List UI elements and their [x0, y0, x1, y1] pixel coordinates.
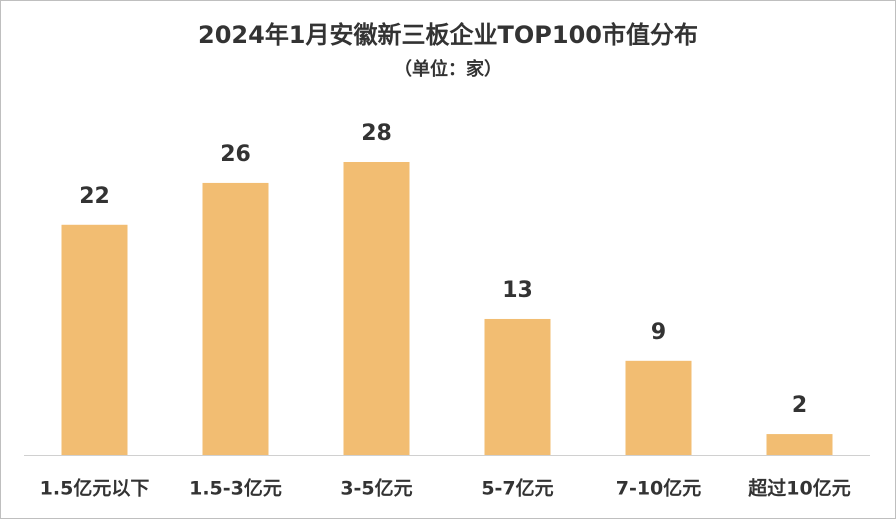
x-tick-label: 5-7亿元 [481, 477, 553, 500]
x-tick-label: 超过10亿元 [747, 477, 850, 500]
data-label: 28 [361, 121, 392, 146]
bar [625, 360, 692, 455]
chart-title: 2024年1月安徽新三板企业TOP100市值分布 [198, 21, 698, 49]
x-tick-label: 1.5亿元以下 [40, 477, 150, 500]
bar [343, 162, 410, 455]
data-label: 2 [792, 393, 807, 418]
bar [484, 318, 551, 455]
chart-subtitle: （单位：家） [394, 58, 502, 80]
bar [202, 182, 269, 455]
x-tick-label: 1.5-3亿元 [189, 477, 282, 500]
x-tick-label: 3-5亿元 [340, 477, 412, 500]
data-label: 26 [220, 142, 251, 167]
data-label: 9 [651, 320, 666, 345]
data-label: 22 [79, 184, 110, 209]
bar [766, 434, 833, 455]
x-tick-label: 7-10亿元 [616, 477, 702, 500]
bar [61, 224, 128, 455]
data-label: 13 [502, 278, 533, 303]
